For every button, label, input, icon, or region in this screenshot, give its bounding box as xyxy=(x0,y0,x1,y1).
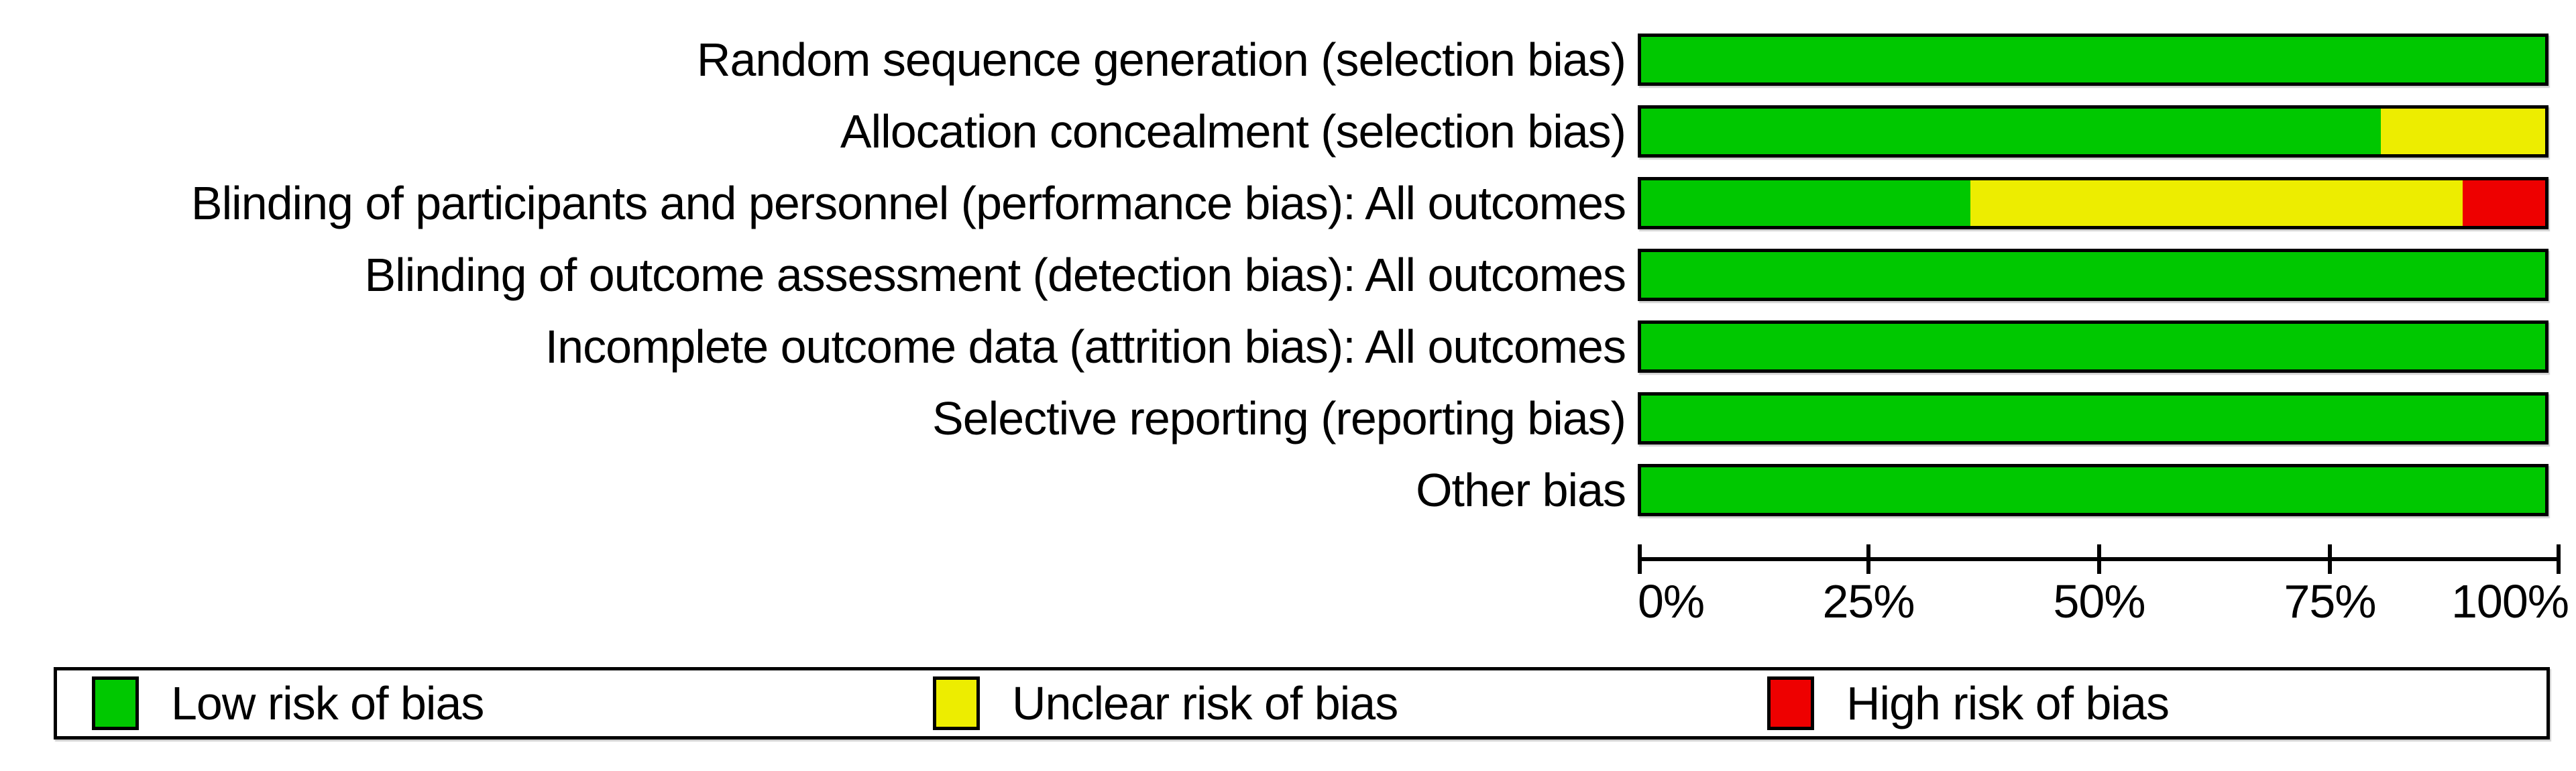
legend: Low risk of bias Unclear risk of bias High… xyxy=(54,667,2550,739)
bias-bar xyxy=(1638,249,2549,301)
bias-bar xyxy=(1638,392,2549,444)
bias-row: Blinding of participants and personnel (… xyxy=(0,177,2549,229)
segment-unclear-risk-of-bias xyxy=(2380,109,2545,154)
bias-bar xyxy=(1638,105,2549,158)
bias-row-label: Blinding of participants and personnel (… xyxy=(190,177,1626,229)
bias-rows: Random sequence generation (selection bi… xyxy=(0,34,2549,536)
bias-bar xyxy=(1638,177,2549,229)
bias-row-label: Allocation concealment (selection bias) xyxy=(840,105,1626,158)
legend-label: Low risk of bias xyxy=(171,677,484,729)
legend-label: Unclear risk of bias xyxy=(1012,677,1398,729)
bias-row-label: Selective reporting (reporting bias) xyxy=(932,392,1626,444)
bias-row: Blinding of outcome assessment (detectio… xyxy=(0,249,2549,301)
legend-item-unclear-risk-of-bias: Unclear risk of bias xyxy=(933,676,1398,730)
x-axis-tick xyxy=(1638,544,1642,574)
bias-row-label: Other bias xyxy=(1416,464,1626,516)
x-axis-tick-label: 75% xyxy=(2284,575,2376,628)
x-axis-tick xyxy=(1866,544,1870,574)
bias-row: Selective reporting (reporting bias) xyxy=(0,392,2549,444)
x-axis-tick xyxy=(2328,544,2332,574)
high-risk-of-bias-swatch xyxy=(1767,676,1814,730)
bias-row-label: Random sequence generation (selection bi… xyxy=(696,34,1626,86)
x-axis-labels: 0% 25% 50% 75% 100% xyxy=(1638,575,2569,632)
segment-low-risk-of-bias xyxy=(1641,37,2545,82)
segment-low-risk-of-bias xyxy=(1641,467,2545,513)
bias-row: Incomplete outcome data (attrition bias)… xyxy=(0,320,2549,373)
segment-low-risk-of-bias xyxy=(1641,396,2545,441)
x-axis-tick xyxy=(2097,544,2101,574)
bias-row: Random sequence generation (selection bi… xyxy=(0,34,2549,86)
x-axis-tick-label: 25% xyxy=(1822,575,1915,628)
x-axis-tick xyxy=(2557,544,2561,574)
x-axis-tick-label: 0% xyxy=(1638,575,1705,628)
x-axis-tick-label: 100% xyxy=(2451,575,2569,628)
segment-low-risk-of-bias xyxy=(1641,324,2545,369)
legend-item-high-risk-of-bias: High risk of bias xyxy=(1767,676,2170,730)
segment-low-risk-of-bias xyxy=(1641,180,1970,226)
bias-bar xyxy=(1638,464,2549,516)
bias-row: Allocation concealment (selection bias) xyxy=(0,105,2549,158)
bias-row-label: Incomplete outcome data (attrition bias)… xyxy=(545,320,1626,373)
legend-label: High risk of bias xyxy=(1846,677,2170,729)
bias-row-label: Blinding of outcome assessment (detectio… xyxy=(364,249,1626,301)
x-axis xyxy=(1638,544,2561,574)
bias-bar xyxy=(1638,320,2549,373)
bias-row: Other bias xyxy=(0,464,2549,516)
segment-low-risk-of-bias xyxy=(1641,252,2545,298)
low-risk-of-bias-swatch xyxy=(92,676,139,730)
bias-bar xyxy=(1638,34,2549,86)
unclear-risk-of-bias-swatch xyxy=(933,676,980,730)
x-axis-tick-label: 50% xyxy=(2053,575,2145,628)
segment-unclear-risk-of-bias xyxy=(1970,180,2463,226)
legend-item-low-risk-of-bias: Low risk of bias xyxy=(92,676,484,730)
segment-low-risk-of-bias xyxy=(1641,109,2381,154)
segment-high-risk-of-bias xyxy=(2463,180,2545,226)
